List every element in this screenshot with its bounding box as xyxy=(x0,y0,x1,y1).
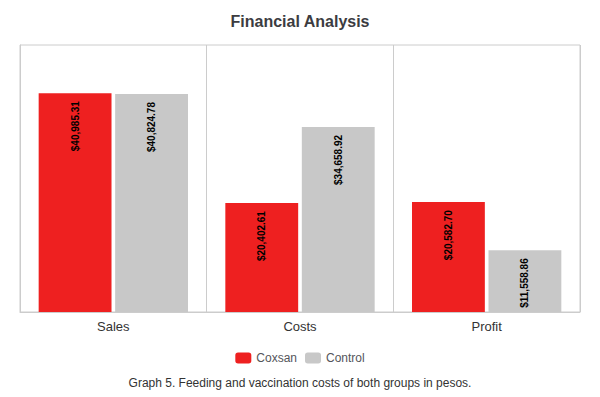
svg-text:Costs: Costs xyxy=(283,319,317,334)
svg-text:$40,985.31: $40,985.31 xyxy=(70,101,81,151)
svg-text:$20,582.70: $20,582.70 xyxy=(443,210,454,260)
svg-text:Sales: Sales xyxy=(97,319,130,334)
svg-text:Graph 5. Feeding and vaccinati: Graph 5. Feeding and vaccination costs o… xyxy=(129,376,472,390)
svg-text:$11,558.86: $11,558.86 xyxy=(519,258,530,308)
svg-text:Coxsan: Coxsan xyxy=(256,351,297,365)
svg-text:Profit: Profit xyxy=(471,319,502,334)
svg-text:$34,658.92: $34,658.92 xyxy=(333,134,344,184)
svg-text:$40,824.78: $40,824.78 xyxy=(146,102,157,152)
svg-text:$20,402.61: $20,402.61 xyxy=(256,211,267,261)
svg-text:Financial Analysis: Financial Analysis xyxy=(230,13,369,30)
svg-text:Control: Control xyxy=(326,351,365,365)
